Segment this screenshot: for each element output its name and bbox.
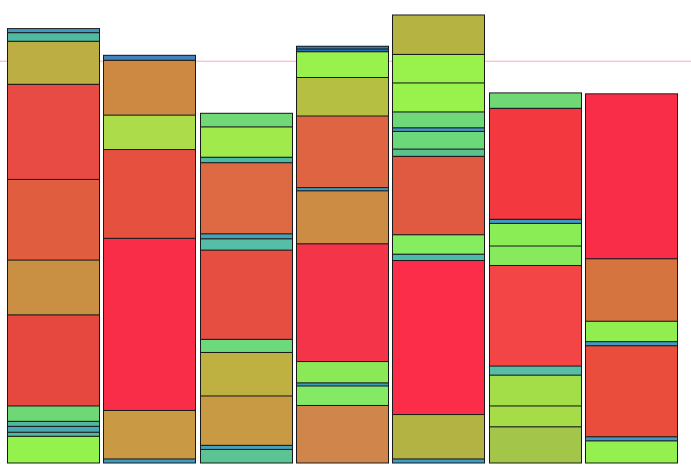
bar-segment-7-1 bbox=[585, 440, 678, 464]
bar-segment-5-9 bbox=[392, 127, 485, 132]
bar-segment-5-3 bbox=[392, 260, 485, 416]
bar-segment-2-7 bbox=[103, 54, 196, 61]
bar-segment-1-12 bbox=[7, 28, 100, 34]
bar-segment-3-10 bbox=[200, 156, 293, 164]
bar-column-2 bbox=[103, 54, 196, 464]
bar-segment-6-8 bbox=[489, 218, 582, 224]
bar-segment-6-7 bbox=[489, 222, 582, 247]
bar-segment-7-4 bbox=[585, 341, 678, 347]
bar-segment-6-6 bbox=[489, 245, 582, 266]
bar-segment-6-10 bbox=[489, 92, 582, 109]
bar-column-1 bbox=[7, 28, 100, 464]
bar-column-3 bbox=[200, 112, 293, 464]
bar-segment-5-7 bbox=[392, 148, 485, 157]
bar-segment-2-4 bbox=[103, 149, 196, 239]
bar-segment-3-2 bbox=[200, 444, 293, 450]
bar-segment-5-11 bbox=[392, 82, 485, 113]
bar-segment-2-6 bbox=[103, 59, 196, 116]
bar-segment-5-4 bbox=[392, 253, 485, 262]
bar-segment-2-5 bbox=[103, 114, 196, 151]
bar-segment-4-4 bbox=[296, 361, 389, 384]
bar-segment-1-7 bbox=[7, 259, 100, 316]
bar-segment-4-5 bbox=[296, 243, 389, 363]
bar-segment-3-12 bbox=[200, 112, 293, 128]
bar-column-6 bbox=[489, 92, 582, 464]
bar-segment-1-4 bbox=[7, 420, 100, 427]
bar-segment-1-3 bbox=[7, 425, 100, 433]
bar-segment-1-8 bbox=[7, 178, 100, 261]
bar-segment-3-9 bbox=[200, 162, 293, 235]
bar-segment-6-1 bbox=[489, 426, 582, 464]
bar-segment-5-6 bbox=[392, 155, 485, 236]
bar-segment-1-5 bbox=[7, 405, 100, 422]
bar-segment-3-3 bbox=[200, 395, 293, 446]
bar-segment-5-10 bbox=[392, 111, 485, 129]
bar-segment-1-2 bbox=[7, 431, 100, 437]
bar-segment-7-2 bbox=[585, 436, 678, 442]
bar-column-7 bbox=[585, 93, 678, 464]
bar-segment-3-11 bbox=[200, 126, 293, 158]
bar-segment-3-7 bbox=[200, 238, 293, 251]
bar-segment-4-1 bbox=[296, 404, 389, 464]
bar-segment-1-6 bbox=[7, 314, 100, 407]
bar-segment-4-12 bbox=[296, 45, 389, 50]
bar-segment-1-1 bbox=[7, 435, 100, 464]
bar-segment-5-1 bbox=[392, 458, 485, 464]
bar-segment-3-4 bbox=[200, 351, 293, 397]
bar-segment-5-5 bbox=[392, 234, 485, 255]
bar-column-5 bbox=[392, 14, 485, 464]
bar-segment-2-3 bbox=[103, 237, 196, 411]
bar-segment-2-2 bbox=[103, 409, 196, 460]
bar-segment-4-10 bbox=[296, 51, 389, 78]
bar-segment-6-4 bbox=[489, 365, 582, 376]
bar-segment-1-9 bbox=[7, 83, 100, 180]
bar-segment-7-6 bbox=[585, 258, 678, 322]
bar-segment-7-5 bbox=[585, 320, 678, 343]
bar-segment-4-6 bbox=[296, 190, 389, 245]
bar-segment-2-1 bbox=[103, 458, 196, 464]
bar-segment-6-2 bbox=[489, 405, 582, 428]
bar-segment-6-3 bbox=[489, 374, 582, 407]
bar-segment-3-8 bbox=[200, 233, 293, 240]
bar-segment-4-9 bbox=[296, 76, 389, 117]
bar-segment-4-2 bbox=[296, 385, 389, 406]
bar-segment-3-1 bbox=[200, 448, 293, 464]
bar-segment-5-12 bbox=[392, 53, 485, 84]
bar-columns bbox=[7, 14, 678, 464]
bar-segment-1-11 bbox=[7, 32, 100, 42]
bar-segment-1-10 bbox=[7, 40, 100, 85]
bar-segment-6-5 bbox=[489, 264, 582, 367]
bar-segment-5-8 bbox=[392, 130, 485, 150]
bar-segment-3-6 bbox=[200, 249, 293, 340]
bar-segment-4-8 bbox=[296, 115, 389, 189]
bar-segment-5-13 bbox=[392, 14, 485, 55]
bar-segment-6-9 bbox=[489, 107, 582, 220]
bar-segment-7-3 bbox=[585, 345, 678, 438]
bar-segment-3-5 bbox=[200, 338, 293, 353]
bar-segment-5-2 bbox=[392, 414, 485, 460]
bar-segment-7-7 bbox=[585, 93, 678, 260]
bar-column-4 bbox=[296, 45, 389, 464]
